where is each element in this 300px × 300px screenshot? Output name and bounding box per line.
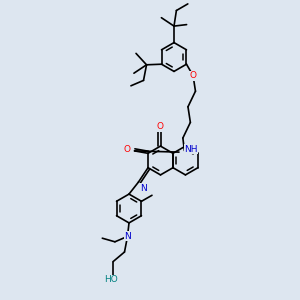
Text: O: O (190, 71, 196, 80)
Text: O: O (123, 145, 130, 154)
Text: N: N (124, 232, 131, 241)
Text: O: O (156, 122, 163, 131)
Text: HO: HO (104, 275, 118, 284)
Text: N: N (140, 184, 147, 193)
Text: NH: NH (184, 145, 198, 154)
